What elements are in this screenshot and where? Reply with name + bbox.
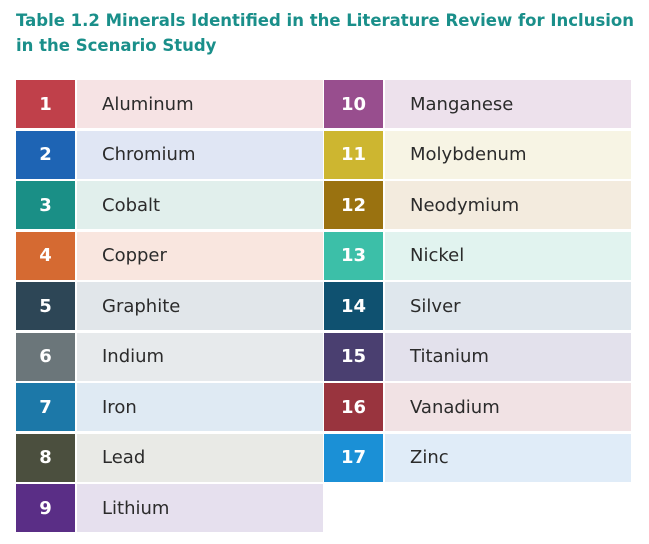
mineral-name: Lead — [77, 433, 323, 482]
mineral-row: 5 Graphite — [16, 282, 323, 330]
mineral-number: 7 — [16, 383, 75, 431]
cell-divider — [383, 383, 385, 431]
mineral-number: 5 — [16, 282, 75, 330]
mineral-number: 11 — [324, 130, 383, 179]
mineral-row: 2 Chromium — [16, 130, 323, 179]
mineral-name: Nickel — [385, 231, 631, 280]
mineral-name: Chromium — [77, 130, 323, 179]
mineral-number: 15 — [324, 332, 383, 381]
mineral-name: Lithium — [77, 484, 323, 532]
cell-divider — [383, 80, 385, 128]
mineral-name: Graphite — [77, 282, 323, 330]
mineral-number: 4 — [16, 231, 75, 280]
mineral-name: Zinc — [385, 433, 631, 482]
cell-divider — [383, 282, 385, 330]
mineral-number: 1 — [16, 80, 75, 128]
mineral-row: 16 Vanadium — [324, 383, 631, 431]
mineral-row: 13 Nickel — [324, 231, 631, 280]
mineral-name: Iron — [77, 383, 323, 431]
mineral-name: Copper — [77, 231, 323, 280]
mineral-name: Vanadium — [385, 383, 631, 431]
cell-divider — [75, 282, 77, 330]
mineral-row: 8 Lead — [16, 433, 323, 482]
cell-divider — [75, 383, 77, 431]
cell-divider — [75, 181, 77, 229]
mineral-row: 12 Neodymium — [324, 181, 631, 229]
minerals-column-left: 1 Aluminum 2 Chromium 3 Cobalt 4 Copper 5 Graphit… — [16, 80, 323, 535]
cell-divider — [383, 433, 385, 482]
cell-divider — [75, 130, 77, 179]
mineral-row: 9 Lithium — [16, 484, 323, 532]
mineral-number: 10 — [324, 80, 383, 128]
cell-divider — [383, 130, 385, 179]
cell-divider — [75, 231, 77, 280]
cell-divider — [75, 484, 77, 532]
mineral-number: 12 — [324, 181, 383, 229]
mineral-name: Indium — [77, 332, 323, 381]
mineral-row: 15 Titanium — [324, 332, 631, 381]
mineral-number: 2 — [16, 130, 75, 179]
mineral-number: 3 — [16, 181, 75, 229]
mineral-name: Manganese — [385, 80, 631, 128]
mineral-row: 6 Indium — [16, 332, 323, 381]
mineral-row: 17 Zinc — [324, 433, 631, 482]
mineral-row: 14 Silver — [324, 282, 631, 330]
mineral-number: 16 — [324, 383, 383, 431]
mineral-number: 8 — [16, 433, 75, 482]
cell-divider — [383, 332, 385, 381]
mineral-row: 10 Manganese — [324, 80, 631, 128]
mineral-name: Titanium — [385, 332, 631, 381]
mineral-number: 14 — [324, 282, 383, 330]
mineral-name: Silver — [385, 282, 631, 330]
mineral-row: 11 Molybdenum — [324, 130, 631, 179]
mineral-row: 1 Aluminum — [16, 80, 323, 128]
cell-divider — [75, 332, 77, 381]
minerals-column-right: 10 Manganese 11 Molybdenum 12 Neodymium 13 Nick… — [324, 80, 631, 484]
cell-divider — [75, 80, 77, 128]
mineral-number: 9 — [16, 484, 75, 532]
cell-divider — [383, 231, 385, 280]
mineral-name: Molybdenum — [385, 130, 631, 179]
mineral-row: 3 Cobalt — [16, 181, 323, 229]
mineral-name: Neodymium — [385, 181, 631, 229]
mineral-row: 7 Iron — [16, 383, 323, 431]
mineral-name: Aluminum — [77, 80, 323, 128]
mineral-number: 6 — [16, 332, 75, 381]
mineral-name: Cobalt — [77, 181, 323, 229]
cell-divider — [75, 433, 77, 482]
mineral-number: 17 — [324, 433, 383, 482]
table-title: Table 1.2 Minerals Identified in the Lit… — [16, 11, 635, 55]
mineral-number: 13 — [324, 231, 383, 280]
mineral-row: 4 Copper — [16, 231, 323, 280]
cell-divider — [383, 181, 385, 229]
